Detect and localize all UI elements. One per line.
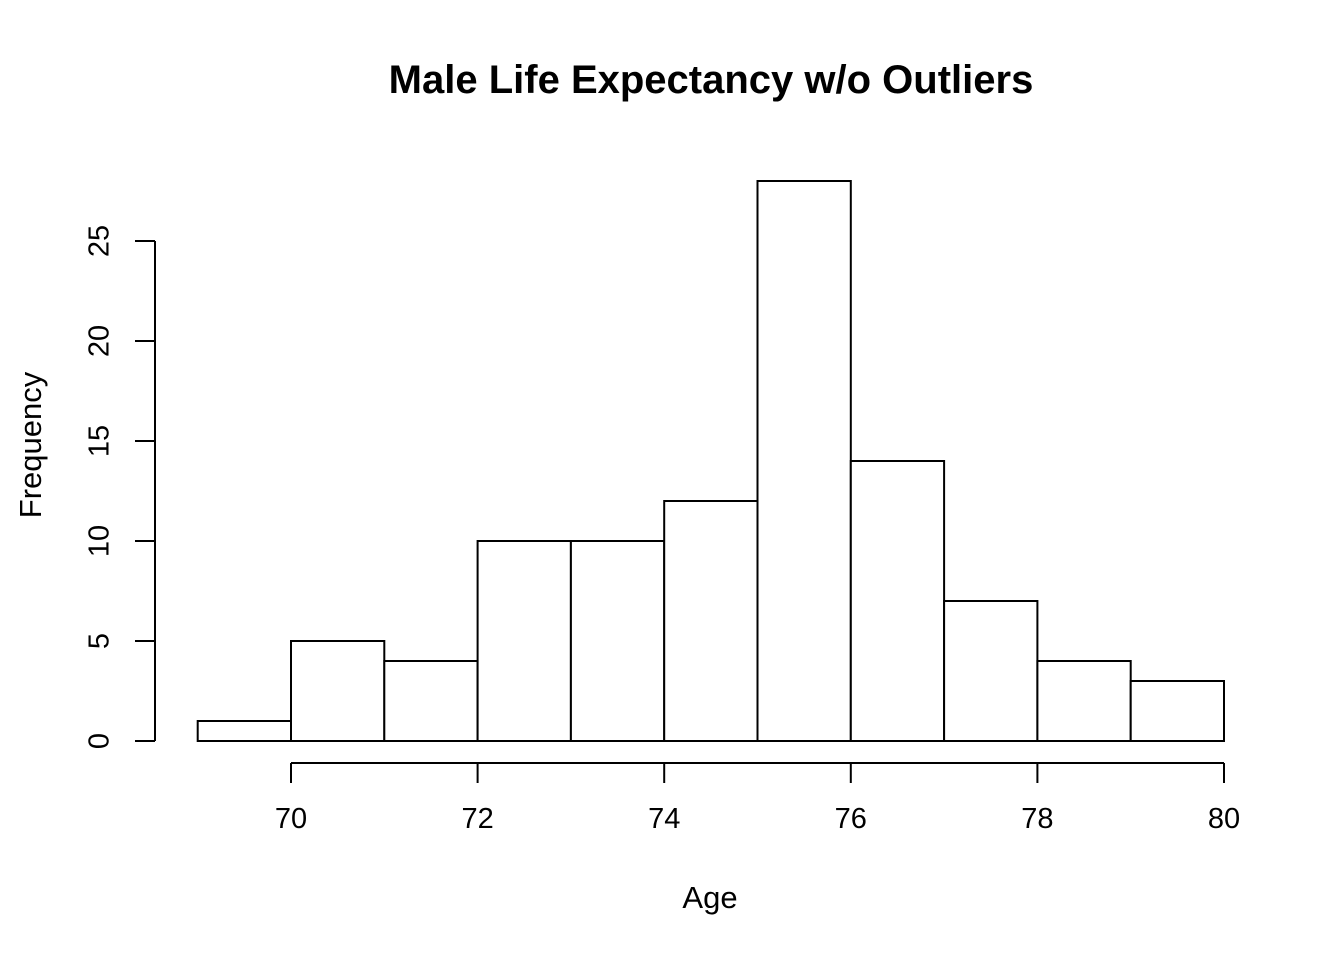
x-axis-tick-label: 72 bbox=[461, 803, 493, 835]
x-axis-tick-label: 70 bbox=[275, 803, 307, 835]
histogram-bar bbox=[1129, 680, 1225, 742]
x-axis-tick-label: 74 bbox=[648, 803, 680, 835]
histogram-bar bbox=[849, 460, 946, 742]
chart-title: Male Life Expectancy w/o Outliers bbox=[388, 58, 1034, 102]
x-axis-label: Age bbox=[682, 880, 738, 915]
x-axis-tick-label: 78 bbox=[1021, 803, 1053, 835]
histogram-bar bbox=[383, 660, 479, 742]
histogram-bar bbox=[663, 500, 759, 742]
histogram-bar bbox=[476, 540, 572, 742]
x-axis-tick-label: 80 bbox=[1208, 803, 1240, 835]
histogram-bar bbox=[290, 640, 386, 742]
x-axis-tick-label: 76 bbox=[835, 803, 867, 835]
histogram-bar bbox=[196, 720, 292, 742]
y-axis-tick-label: 25 bbox=[84, 225, 116, 257]
histogram-bar bbox=[1036, 660, 1132, 742]
y-axis-label: Frequency bbox=[13, 371, 48, 519]
y-axis-tick-label: 10 bbox=[84, 525, 116, 557]
y-axis-tick-label: 5 bbox=[84, 633, 116, 649]
histogram-bar bbox=[756, 180, 852, 742]
y-axis-tick-label: 0 bbox=[84, 733, 116, 749]
histogram-bar bbox=[569, 540, 666, 742]
histogram-bar bbox=[943, 600, 1039, 742]
y-axis-tick-label: 15 bbox=[84, 425, 116, 457]
y-axis-tick-label: 20 bbox=[84, 325, 116, 357]
